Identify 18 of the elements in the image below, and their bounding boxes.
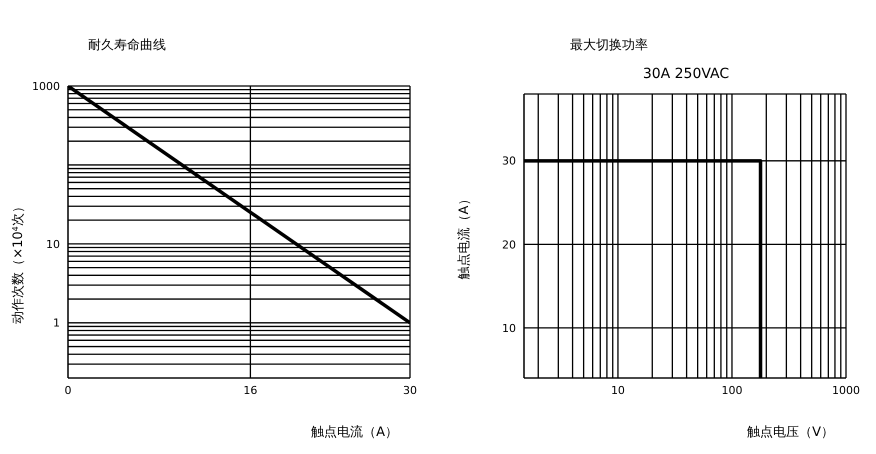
x-tick-label: 100 [721, 384, 742, 397]
y-tick-label: 10 [502, 322, 516, 335]
chart-title: 最大切换功率 [570, 37, 648, 54]
x-tick-label: 10 [610, 384, 625, 397]
chart-title: 耐久寿命曲线 [88, 37, 166, 54]
y-tick-label: 10 [46, 238, 60, 251]
x-tick-label: 30 [403, 384, 417, 397]
x-tick-label: 0 [64, 384, 72, 397]
y-tick-label: 1000 [32, 80, 60, 93]
y-tick-label: 20 [502, 238, 516, 252]
x-tick-label: 1000 [832, 384, 860, 397]
x-tick-label: 16 [243, 384, 258, 397]
y-tick-label: 1 [53, 316, 60, 330]
chart-subtitle: 30A 250VAC [642, 66, 730, 82]
x-axis-title: 触点电流（A） [311, 424, 398, 440]
y-axis-title: 触点电流（A） [456, 192, 472, 280]
x-axis-title: 触点电压（V） [747, 425, 834, 440]
y-tick-label: 30 [502, 154, 516, 168]
